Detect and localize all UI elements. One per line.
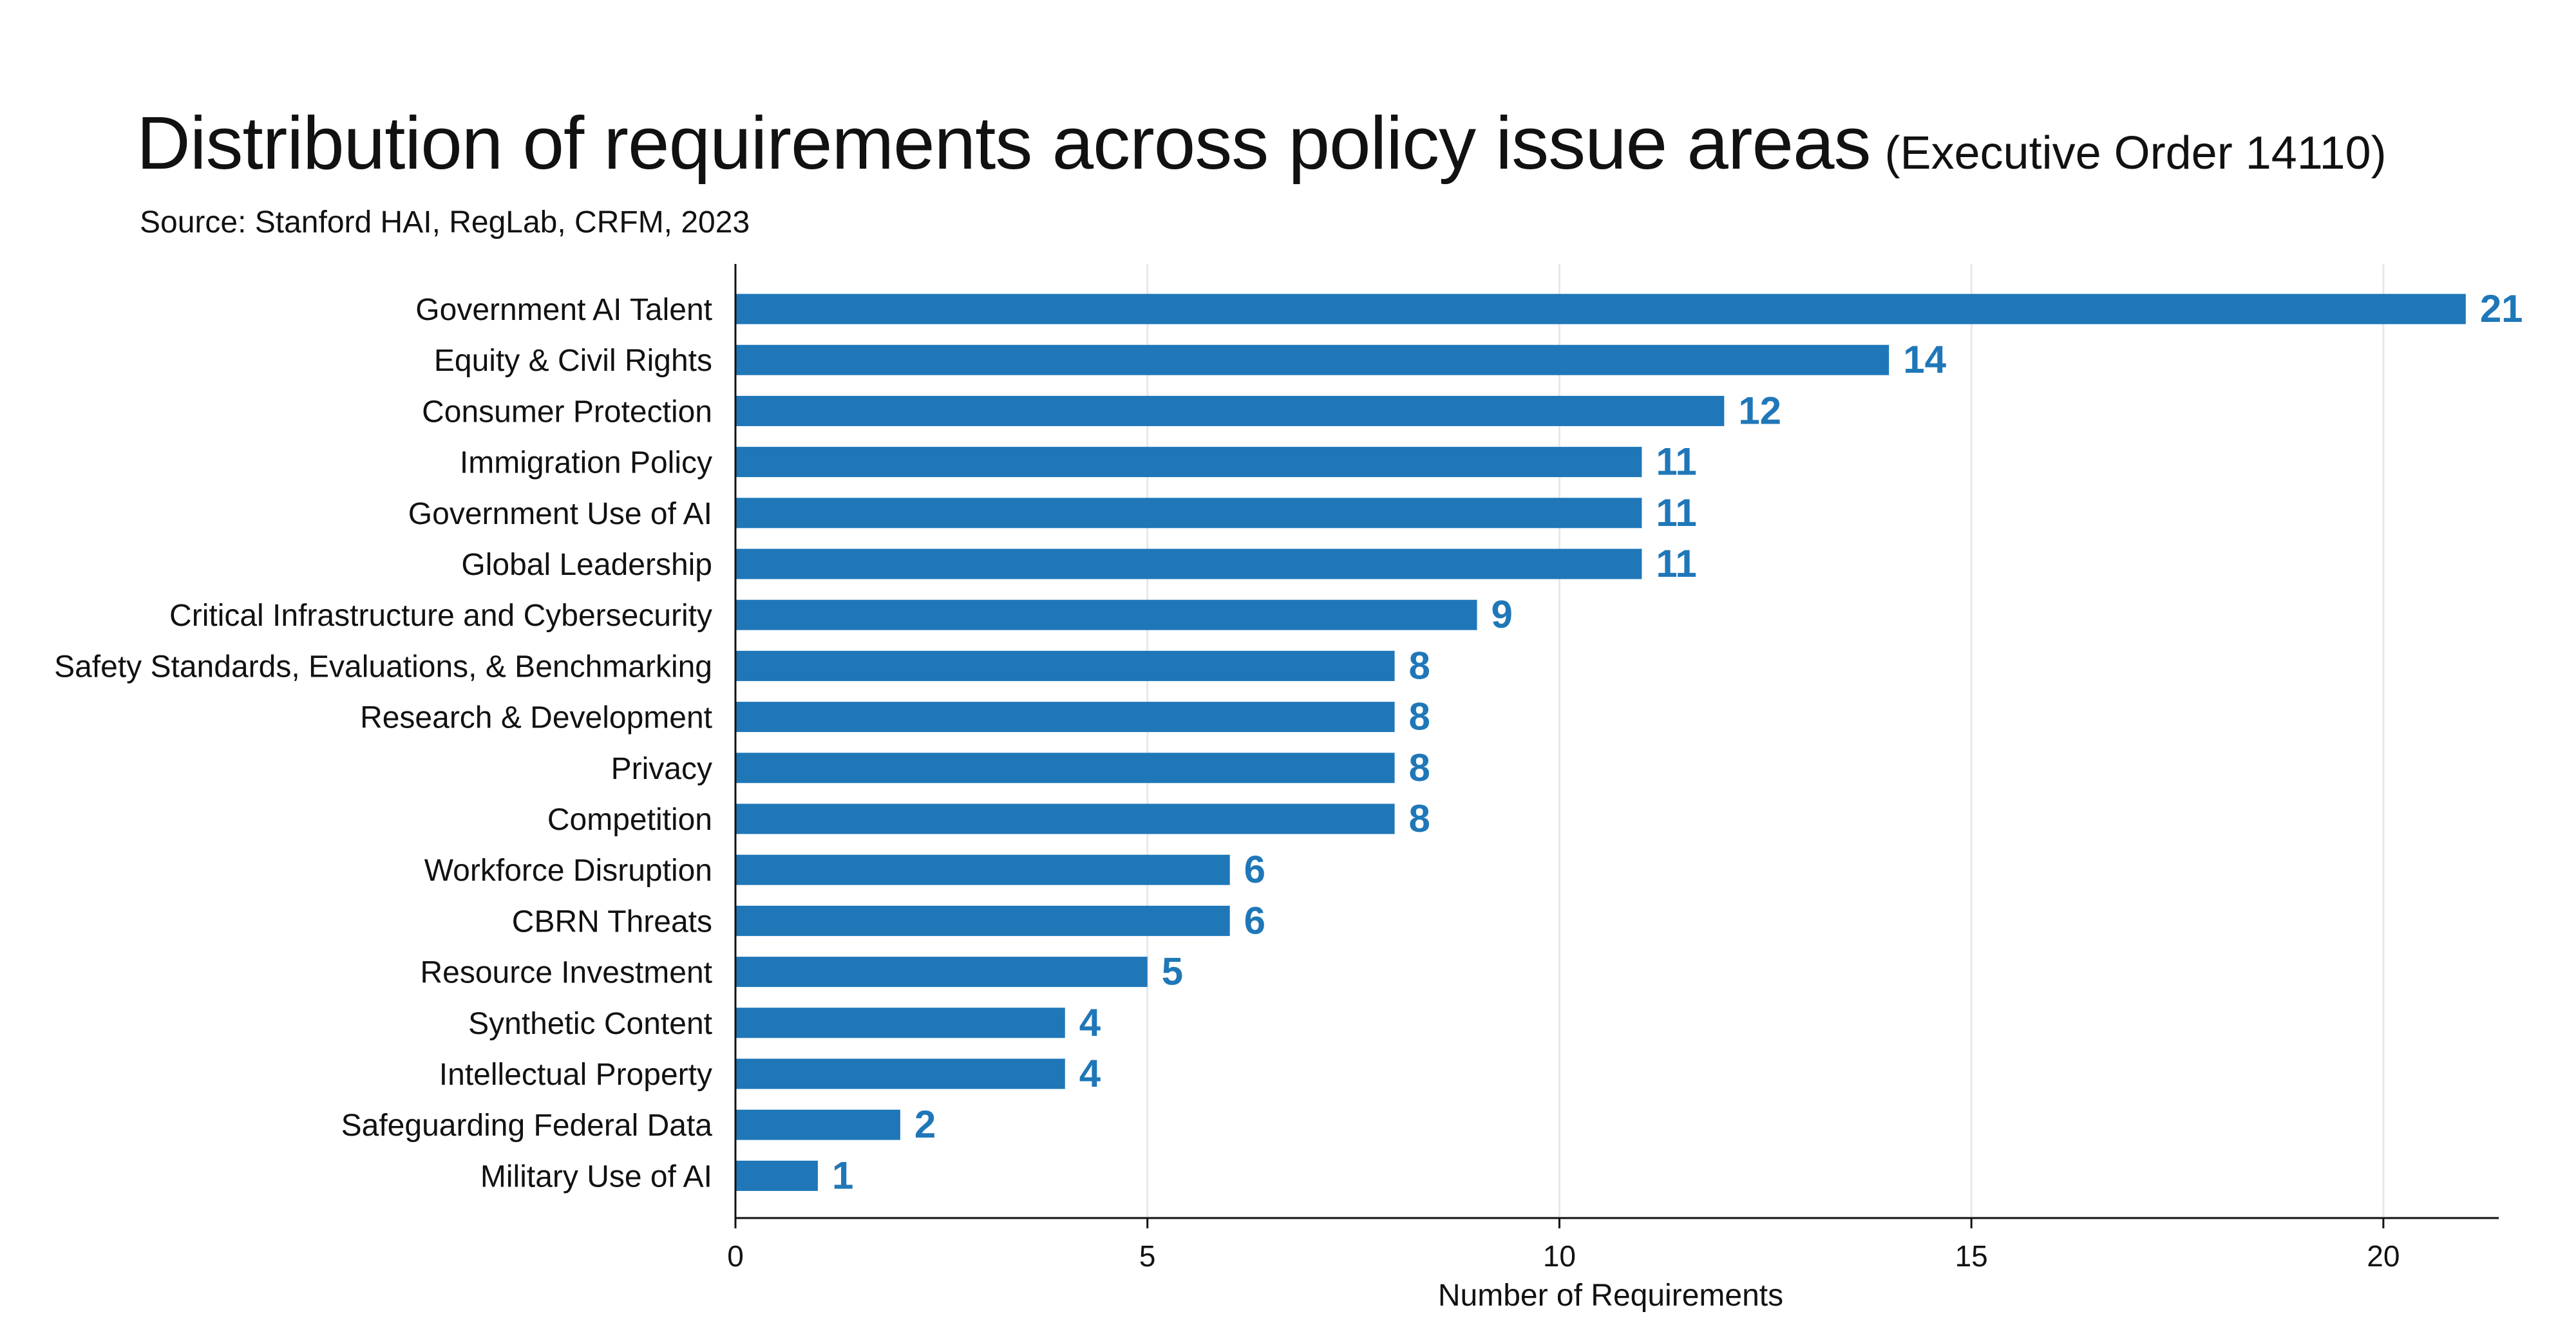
bar <box>735 447 1642 478</box>
bar <box>735 702 1395 733</box>
category-label: Workforce Disruption <box>424 854 712 888</box>
category-label: Global Leadership <box>461 548 712 582</box>
chart-title-paren: (Executive Order 14110) <box>1884 127 2387 179</box>
x-tick-label: 20 <box>2367 1239 2400 1273</box>
category-label: Military Use of AI <box>480 1159 712 1194</box>
bar <box>735 905 1230 936</box>
value-label: 9 <box>1491 593 1512 636</box>
bar <box>735 650 1395 681</box>
x-tick-label: 0 <box>727 1239 744 1273</box>
value-label: 11 <box>1656 491 1696 534</box>
category-label: Critical Infrastructure and Cybersecurit… <box>169 599 712 633</box>
value-label: 6 <box>1244 899 1265 942</box>
value-label: 6 <box>1244 848 1265 891</box>
category-label: Government AI Talent <box>415 293 712 327</box>
category-label: Government Use of AI <box>408 497 712 531</box>
title-row: Distribution of requirements across poli… <box>137 100 2387 186</box>
x-tick-label: 5 <box>1139 1239 1156 1273</box>
x-tick-label: 15 <box>1955 1239 1988 1273</box>
x-tick-label: 10 <box>1543 1239 1576 1273</box>
bar <box>735 344 1889 375</box>
value-label: 8 <box>1409 644 1430 687</box>
chart-title: Distribution of requirements across poli… <box>137 101 1871 185</box>
bar <box>735 957 1148 988</box>
value-label: 11 <box>1656 542 1696 585</box>
category-label: Research & Development <box>360 701 712 735</box>
bar <box>735 1160 818 1191</box>
bar <box>735 753 1395 783</box>
value-label: 5 <box>1162 950 1183 993</box>
bar <box>735 549 1642 579</box>
bar <box>735 599 1477 630</box>
category-label: Equity & Civil Rights <box>434 344 712 378</box>
value-label: 12 <box>1738 389 1781 432</box>
bar <box>735 803 1395 834</box>
value-label: 8 <box>1409 695 1430 738</box>
category-label: Synthetic Content <box>468 1007 712 1041</box>
value-label: 11 <box>1656 440 1696 483</box>
category-label: CBRN Threats <box>512 905 712 939</box>
bar <box>735 854 1230 885</box>
chart-source: Source: Stanford HAI, RegLab, CRFM, 2023 <box>140 205 750 239</box>
category-label: Intellectual Property <box>439 1058 712 1092</box>
value-label: 21 <box>2480 287 2523 330</box>
value-label: 4 <box>1079 1001 1101 1044</box>
category-label: Resource Investment <box>420 956 712 990</box>
category-label: Competition <box>547 803 712 837</box>
value-label: 1 <box>832 1154 853 1197</box>
value-label: 2 <box>914 1103 936 1146</box>
bar <box>735 1008 1065 1038</box>
value-label: 8 <box>1409 797 1430 840</box>
category-label: Privacy <box>611 752 712 786</box>
bar <box>735 294 2466 324</box>
value-label: 14 <box>1903 338 1946 381</box>
bar <box>735 1109 900 1140</box>
bar <box>735 1058 1065 1089</box>
category-label: Safety Standards, Evaluations, & Benchma… <box>54 650 712 684</box>
category-label: Immigration Policy <box>460 446 712 480</box>
bar <box>735 498 1642 529</box>
category-label: Consumer Protection <box>422 395 712 429</box>
value-label: 8 <box>1409 746 1430 789</box>
category-label: Safeguarding Federal Data <box>341 1109 713 1143</box>
x-axis-label: Number of Requirements <box>1438 1279 1783 1313</box>
value-label: 4 <box>1079 1052 1101 1095</box>
bar <box>735 395 1725 426</box>
